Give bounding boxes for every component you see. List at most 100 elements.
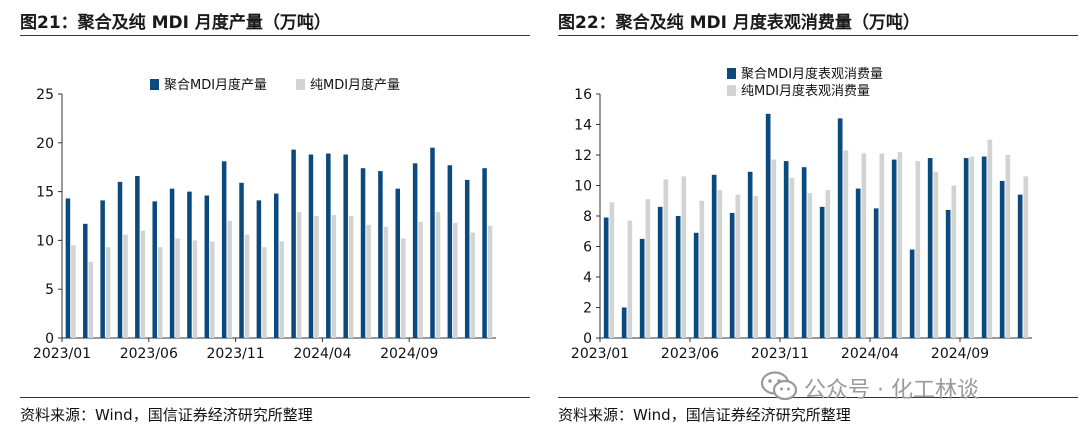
bar-primary-2023/07 [169,188,175,338]
bar-primary-2023/01 [603,217,609,338]
bar-primary-2023/10 [765,113,771,338]
bar-primary-2024/04 [326,153,331,338]
chart-panel-consumption: 图22：聚合及纯 MDI 月度表观消费量（万吨） 0 2 4 6 8 10 12 14 16 20… [556,0,1080,430]
y-tick-label: 0 [583,331,592,347]
bar-primary-2023/07 [711,174,717,338]
bar-primary-2023/04 [657,206,663,338]
bar-primary-2024/04 [873,208,879,338]
y-tick-label: 10 [36,233,54,249]
y-tick-label: 5 [45,282,54,298]
figure-title: 图22：聚合及纯 MDI 月度表观消费量（万吨） [558,13,920,33]
bar-secondary-2023/06 [157,247,163,338]
bar-primary-2024/09 [963,158,969,338]
bar-secondary-2023/02 [627,220,633,338]
bar-primary-2023/06 [152,201,157,338]
bar-secondary-2024/07 [383,226,389,338]
bar-primary-2023/11 [783,161,789,338]
bar-primary-2024/06 [909,249,915,338]
bar-secondary-2024/08 [951,185,957,338]
bar-secondary-2024/04 [331,215,337,338]
bar-primary-2024/09 [412,163,418,338]
bar-secondary-2023/01 [609,202,615,338]
x-tick-label: 2023/11 [751,346,809,362]
bar-secondary-2023/10 [227,220,232,338]
figure-title: 图21：聚合及纯 MDI 月度产量（万吨） [20,13,331,33]
y-tick-label: 10 [574,179,592,195]
bar-secondary-2023/05 [140,230,146,338]
x-tick-label: 2023/01 [33,346,91,362]
source-note: 资料来源：Wind，国信证券经济研究所整理 [20,406,313,424]
bar-primary-2024/02 [837,118,843,339]
x-tick-label: 2023/11 [207,346,265,362]
bar-primary-2024/08 [395,188,401,338]
bar-primary-2023/11 [239,182,244,338]
bar-primary-2023/09 [204,195,210,338]
bar-secondary-2024/05 [897,151,903,338]
watermark: 公众号 · 化工林谈 [760,368,1070,406]
bar-primary-2023/03 [100,200,105,338]
bar-primary-2023/02 [83,223,88,338]
bar-primary-2024/02 [291,149,296,338]
bar-secondary-2023/08 [735,194,741,338]
bar-secondary-2024/09 [969,156,975,338]
y-tick-label: 0 [45,331,54,347]
x-tick-label: 2023/01 [571,346,629,362]
source-rule [20,397,530,398]
bar-secondary-2023/01 [71,245,76,338]
bar-primary-2023/01 [65,198,71,338]
bar-primary-2023/05 [135,175,140,338]
x-tick-label: 2023/06 [661,346,719,362]
production-bar-chart: 0 5 10 15 20 25 2023/01 2023/06 2023/11 2024/04 20… [33,77,496,362]
source-rule [558,397,1078,398]
bar-primary-2024/07 [927,158,933,338]
bar-secondary-2023/11 [244,234,250,338]
bar-secondary-2024/02 [843,150,849,338]
bar-secondary-2024/06 [915,161,921,338]
legend-swatch [296,79,305,90]
bar-primary-2024/11 [447,165,453,338]
bar-secondary-2024/02 [296,212,302,338]
y-tick-label: 14 [574,118,592,134]
bar-primary-2023/09 [747,171,753,338]
bar-primary-2024/12 [1017,194,1023,338]
bar-secondary-2023/08 [192,240,198,338]
bar-primary-2023/02 [621,307,627,338]
bar-secondary-2023/07 [717,190,723,338]
bar-secondary-2023/12 [807,193,813,338]
bar-secondary-2024/12 [470,232,475,338]
bar-primary-2024/12 [464,179,470,338]
bar-secondary-2024/01 [825,190,831,338]
watermark-text: 公众号 · 化工林谈 [804,378,979,403]
y-tick-label: 16 [574,87,592,103]
legend-swatch [150,79,159,90]
bar-primary-2023/12 [801,167,807,338]
bar-secondary-2024/01 [279,241,285,338]
bar-primary-2023/08 [187,191,192,338]
bar-primary-2023/08 [729,212,735,338]
x-tick-label: 2024/04 [293,346,351,362]
bar-secondary-2024/06 [366,224,371,338]
bar-primary-2024/03 [855,188,861,338]
title-rule [20,35,530,36]
y-tick-label: 8 [583,209,592,225]
title-rule [558,35,1078,36]
bar-secondary-2024/10 [987,139,993,338]
legend-label: 聚合MDI月度产量 [164,77,267,93]
bar-secondary-2023/04 [123,234,128,338]
bar-secondary-2024/11 [1005,155,1011,338]
bar-secondary-2024/07 [933,171,939,338]
y-tick-label: 4 [583,270,592,286]
bar-secondary-2024/05 [348,216,354,338]
x-tick-label: 2024/04 [841,346,899,362]
bar-secondary-2024/12 [1023,176,1029,338]
legend-label: 纯MDI月度产量 [310,77,400,93]
legend-label: 聚合MDI月度表观消费量 [741,66,883,82]
bar-primary-2024/08 [945,209,951,338]
bar-secondary-2023/09 [753,196,759,338]
bar-primary-2023/05 [675,216,681,338]
bar-primary-2024/06 [360,168,366,338]
x-tick-label: 2024/09 [380,346,438,362]
bar-secondary-2023/07 [175,238,180,338]
bar-secondary-2023/10 [771,159,777,338]
y-tick-label: 25 [36,87,54,103]
